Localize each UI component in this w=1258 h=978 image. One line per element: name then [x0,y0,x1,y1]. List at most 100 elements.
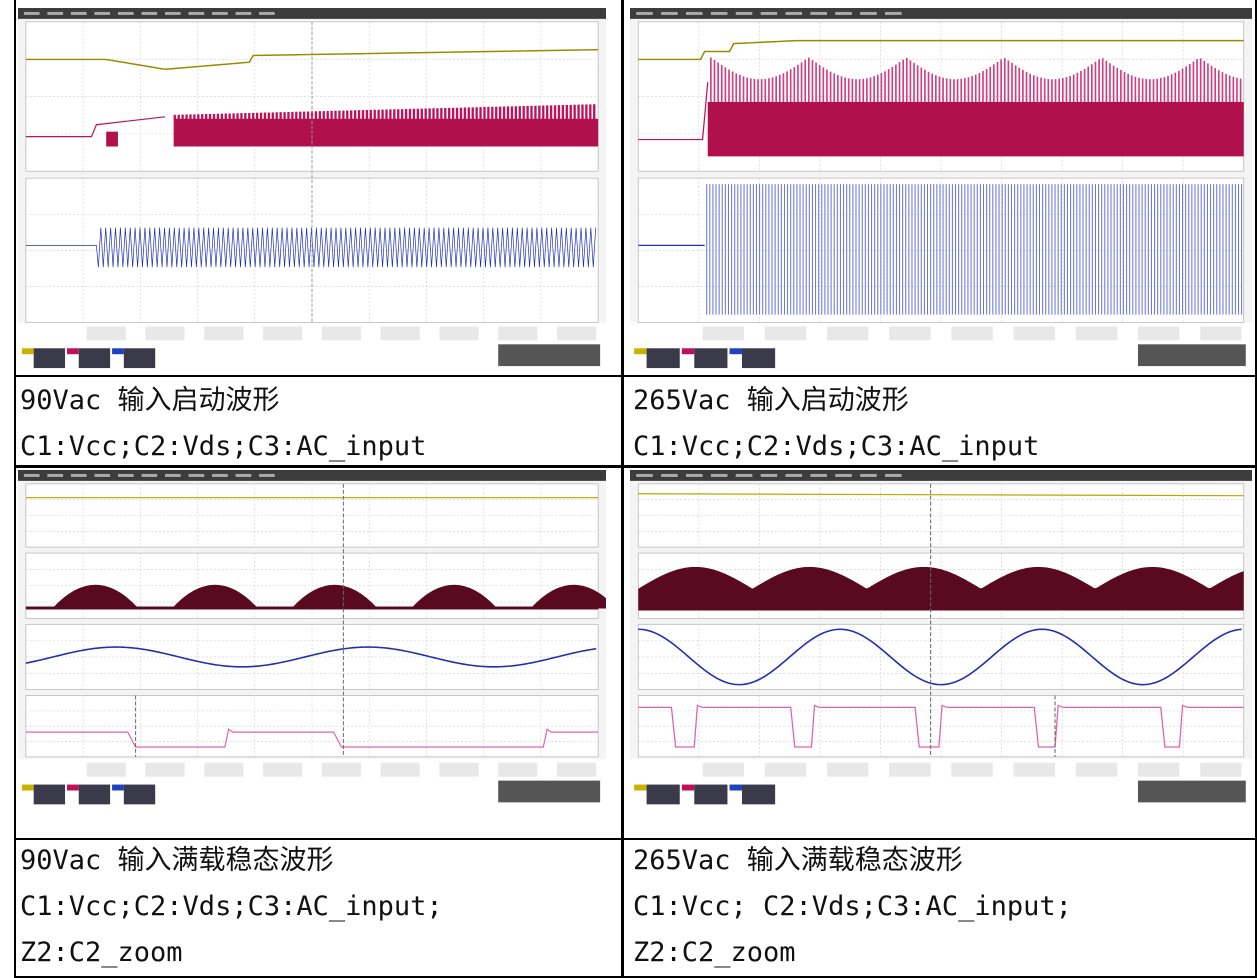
menu-item [118,474,134,477]
timebase-box [1138,781,1246,803]
channel-tag [634,348,646,354]
menu-item [94,12,110,15]
table-border [14,375,1257,377]
measure-cell [889,763,930,777]
measure-cell [557,327,596,341]
menu-item [259,474,275,477]
channel-tag [682,348,694,354]
measure-cell [145,327,184,341]
menu-item [661,474,678,477]
channel-box [694,348,727,368]
measure-cell [765,327,806,341]
measure-cell [951,763,992,777]
measure-cell [381,327,420,341]
menu-item [71,12,87,15]
measure-cell [87,327,126,341]
menu-item [212,474,228,477]
channel-box [124,348,155,368]
caption-line: Z2:C2_zoom [20,930,443,976]
measure-cell [827,327,868,341]
caption-line: 265Vac 输入满载稳态波形 [633,838,1072,884]
menu-item [94,474,110,477]
menu-item [141,12,157,15]
measure-cell [1014,327,1055,341]
channel-box [79,348,110,368]
scope-screenshot [630,470,1252,836]
menu-item [236,474,252,477]
caption-line: C1:Vcc;C2:Vds;C3:AC_input [633,424,1039,470]
menu-item [835,474,852,477]
menu-item [810,474,827,477]
menu-item [165,12,181,15]
channel-box [647,348,680,368]
menu-item [71,474,87,477]
measure-cell [703,327,744,341]
caption: 265Vac 输入启动波形 C1:Vcc;C2:Vds;C3:AC_input [633,378,1039,470]
measure-cell [263,763,302,777]
channel-tag [22,348,34,354]
scope-screenshot [630,8,1252,374]
caption-line: C1:Vcc;C2:Vds;C3:AC_input; [20,884,443,930]
measure-cell [498,327,537,341]
menu-item [189,474,205,477]
measure-cell [322,763,361,777]
channel-tag [730,785,742,791]
channel-box [79,785,110,805]
scope-screenshot [18,470,606,836]
channel-box [742,785,775,805]
channel-tag [112,785,124,791]
measure-cell [263,327,302,341]
menu-item [736,12,753,15]
measure-cell [1014,763,1055,777]
measure-cell [557,763,596,777]
measure-cell [765,763,806,777]
menu-item [259,12,275,15]
measure-cell [204,763,243,777]
menu-item [636,12,653,15]
measure-cell [1200,327,1241,341]
measure-cell [1138,763,1179,777]
menu-item [711,474,728,477]
channel-tag [730,348,742,354]
caption-line: 265Vac 输入启动波形 [633,378,1039,424]
channel-box [694,785,727,805]
measure-cell [145,763,184,777]
menu-item [118,12,134,15]
channel-tag [67,348,79,354]
menu-item [165,474,181,477]
measure-cell [1138,327,1179,341]
menu-item [860,474,877,477]
table-border [14,0,16,978]
caption: 90Vac 输入满载稳态波形 C1:Vcc;C2:Vds;C3:AC_input… [20,838,443,976]
menu-item [141,474,157,477]
measure-cell [1200,763,1241,777]
table-border [621,0,624,978]
menu-item [860,12,877,15]
measure-cell [951,327,992,341]
measure-cell [87,763,126,777]
menu-item [786,474,803,477]
channel-tag [112,348,124,354]
menu-item [810,12,827,15]
menu-item [885,12,902,15]
menu-item [711,12,728,15]
measure-cell [498,763,537,777]
menu-item [661,12,678,15]
vds-block [106,132,118,147]
menu-item [24,474,40,477]
measure-cell [439,327,478,341]
menu-item [736,474,753,477]
channel-tag [67,785,79,791]
channel-box [34,785,65,805]
menu-item [189,12,205,15]
measure-cell [827,763,868,777]
channel-tag [682,785,694,791]
menu-item [686,12,703,15]
menu-item [835,12,852,15]
channel-tag [22,785,34,791]
measure-cell [889,327,930,341]
measure-cell [1076,763,1117,777]
menu-item [236,12,252,15]
menu-item [786,12,803,15]
menu-item [761,12,778,15]
